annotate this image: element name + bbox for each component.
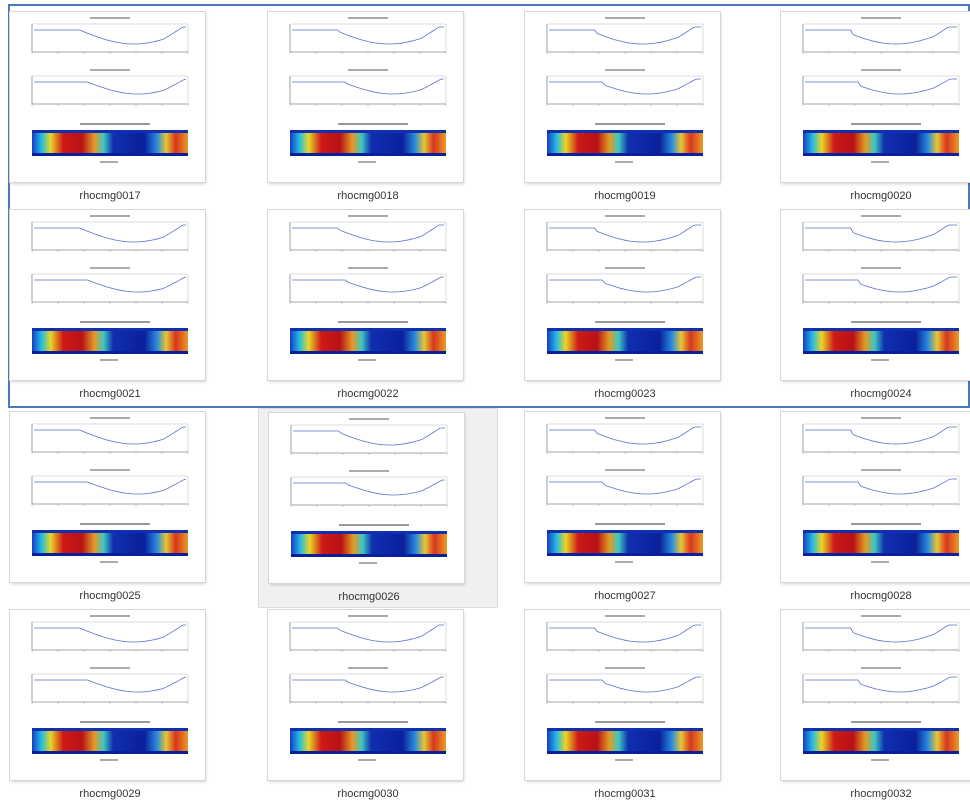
image-preview (269, 413, 464, 583)
file-name-label: rhocmg0021 (79, 388, 141, 400)
file-name-label: rhocmg0027 (594, 590, 656, 602)
file-thumbnail-rhocmg0030[interactable]: rhocmg0030 (258, 606, 498, 806)
file-thumbnail-rhocmg0020[interactable]: rhocmg0020 (771, 8, 970, 208)
image-preview (10, 610, 205, 780)
image-preview (781, 12, 970, 182)
plot-preview-graphic (290, 418, 448, 564)
image-preview (781, 412, 970, 582)
plot-preview-graphic (31, 417, 189, 563)
file-name-label: rhocmg0024 (850, 388, 912, 400)
plot-preview-graphic (289, 615, 447, 761)
file-name-label: rhocmg0017 (79, 190, 141, 202)
file-name-label: rhocmg0032 (850, 788, 912, 800)
plot-preview-graphic (289, 17, 447, 163)
file-thumbnail-rhocmg0032[interactable]: rhocmg0032 (771, 606, 970, 806)
file-thumbnail-rhocmg0031[interactable]: rhocmg0031 (515, 606, 755, 806)
plot-preview-graphic (31, 215, 189, 361)
plot-preview-graphic (546, 17, 704, 163)
file-thumbnail-rhocmg0025[interactable]: rhocmg0025 (0, 408, 240, 608)
image-preview (10, 210, 205, 380)
file-thumbnail-rhocmg0019[interactable]: rhocmg0019 (515, 8, 755, 208)
plot-preview-graphic (802, 215, 960, 361)
file-name-label: rhocmg0018 (337, 190, 399, 202)
file-name-label: rhocmg0025 (79, 590, 141, 602)
plot-preview-graphic (802, 615, 960, 761)
image-preview (10, 412, 205, 582)
image-preview (781, 610, 970, 780)
plot-preview-graphic (546, 215, 704, 361)
file-thumbnail-rhocmg0018[interactable]: rhocmg0018 (258, 8, 498, 208)
image-preview (525, 12, 720, 182)
file-name-label: rhocmg0028 (850, 590, 912, 602)
file-thumbnail-rhocmg0027[interactable]: rhocmg0027 (515, 408, 755, 608)
file-thumbnail-rhocmg0026[interactable]: rhocmg0026 (258, 408, 498, 608)
image-preview (781, 210, 970, 380)
plot-preview-graphic (31, 615, 189, 761)
image-preview (525, 610, 720, 780)
file-name-label: rhocmg0031 (594, 788, 656, 800)
image-preview (525, 412, 720, 582)
plot-preview-graphic (289, 215, 447, 361)
file-thumbnail-rhocmg0021[interactable]: rhocmg0021 (0, 206, 240, 406)
file-thumbnail-rhocmg0017[interactable]: rhocmg0017 (0, 8, 240, 208)
plot-preview-graphic (546, 417, 704, 563)
image-preview (268, 210, 463, 380)
file-name-label: rhocmg0030 (337, 788, 399, 800)
file-name-label: rhocmg0029 (79, 788, 141, 800)
image-preview (10, 12, 205, 182)
file-name-label: rhocmg0026 (338, 591, 400, 603)
file-name-label: rhocmg0020 (850, 190, 912, 202)
plot-preview-graphic (802, 17, 960, 163)
file-thumbnail-rhocmg0023[interactable]: rhocmg0023 (515, 206, 755, 406)
file-thumbnail-rhocmg0029[interactable]: rhocmg0029 (0, 606, 240, 806)
plot-preview-graphic (31, 17, 189, 163)
plot-preview-graphic (802, 417, 960, 563)
image-preview (525, 210, 720, 380)
file-name-label: rhocmg0022 (337, 388, 399, 400)
file-name-label: rhocmg0019 (594, 190, 656, 202)
image-preview (268, 12, 463, 182)
file-name-label: rhocmg0023 (594, 388, 656, 400)
file-thumbnail-rhocmg0024[interactable]: rhocmg0024 (771, 206, 970, 406)
plot-preview-graphic (546, 615, 704, 761)
file-thumbnail-rhocmg0022[interactable]: rhocmg0022 (258, 206, 498, 406)
file-thumbnail-rhocmg0028[interactable]: rhocmg0028 (771, 408, 970, 608)
image-preview (268, 610, 463, 780)
